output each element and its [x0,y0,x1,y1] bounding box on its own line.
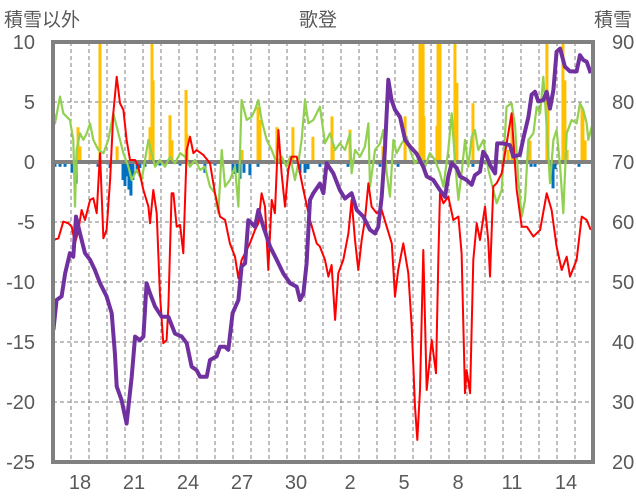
orange-bar [453,42,457,162]
plot-border [51,40,595,464]
x-tick-label: 27 [231,472,253,494]
blue-bar [471,162,475,167]
orange-bar [418,42,422,162]
x-tick-label: 5 [398,472,409,494]
orange-bar [510,123,514,162]
x-tick-label: 30 [285,472,307,494]
blue-bar [396,162,400,167]
right-y-tick-label: 30 [612,392,634,414]
right-y-tick-label: 50 [612,272,634,294]
orange-bar [331,150,335,162]
blue-bar [242,162,246,173]
orange-bar [151,80,155,162]
x-tick-label: 2 [344,472,355,494]
orange-bar [256,106,260,162]
orange-bar [78,146,82,162]
red-series-line [53,75,592,441]
x-tick-label: 11 [502,472,523,494]
left-y-tick-label: -20 [6,392,35,414]
orange-bar [258,120,262,162]
orange-bar [421,42,425,162]
orange-bar [115,146,119,162]
orange-bar [528,140,532,162]
right-y-tick-label: 60 [612,212,634,234]
x-tick-label: 21 [123,472,145,494]
right-y-tick-label: 20 [612,452,634,474]
left-y-tick-label: -25 [6,452,35,474]
blue-bar [529,162,533,167]
green-series-line [52,75,593,218]
left-y-tick-label: 0 [24,152,35,174]
blue-bar [121,162,125,180]
orange-bar [561,42,565,162]
blue-bar [58,162,62,167]
blue-bar [248,162,252,176]
series-lines [51,46,593,441]
left-y-tick-label: -5 [17,212,35,234]
blue-bar [63,162,67,167]
blue-bar [318,162,322,167]
orange-bar [438,42,442,162]
orange-bar [583,140,587,162]
left-y-tick-label: 10 [13,32,35,54]
blue-bar [533,162,537,167]
blue-bar [125,162,129,177]
blue-bar [127,162,131,190]
orange-bar [98,42,102,162]
blue-bar [70,162,74,173]
blue-bar [306,162,310,170]
blue-bar [235,162,239,173]
orange-bar [240,150,244,162]
orange-bar [563,80,567,162]
left-y-tick-label: 5 [24,92,35,114]
blue-bar [551,162,555,189]
orange-bar [436,42,440,162]
orange-bar [291,127,295,162]
blue-bar [135,162,139,173]
blue-bar [123,162,127,186]
right-y-tick-label: 90 [612,32,634,54]
right-y-tick-label: 70 [612,152,634,174]
plot-frame [51,40,595,464]
orange-bar [170,140,174,162]
orange-bar [168,115,172,162]
orange-bar [455,82,459,162]
x-tick-label: 18 [69,472,91,494]
blue-bar [346,162,350,167]
blue-bar [378,162,382,167]
chart-title: 歌登 [299,9,337,31]
blue-bar [298,162,302,173]
blue-bar [303,162,307,173]
purple-series-line [51,46,593,426]
orange-bar [506,150,510,162]
blue-bar [256,162,260,167]
blue-bar [577,162,581,167]
x-tick-label: 14 [555,472,577,494]
blue-bar [96,162,100,167]
gridlines [53,42,593,462]
left-y-tick-label: -10 [6,272,35,294]
blue-bar [553,162,557,170]
blue-bar [231,162,235,174]
x-tick-label: 8 [452,472,463,494]
left-y-tick-label: -15 [6,332,35,354]
left-axis-title: 積雪以外 [4,9,80,31]
orange-bar [581,114,585,162]
orange-bar [565,150,569,162]
x-tick-label: 24 [177,472,199,494]
blue-bar [138,162,142,168]
right-y-tick-label: 80 [612,92,634,114]
orange-bar [184,90,188,162]
blue-bar [131,162,135,180]
orange-bar [422,116,426,162]
orange-bar [311,136,315,162]
right-y-tick-label: 40 [612,332,634,354]
right-axis-title: 積雪 [594,9,632,31]
